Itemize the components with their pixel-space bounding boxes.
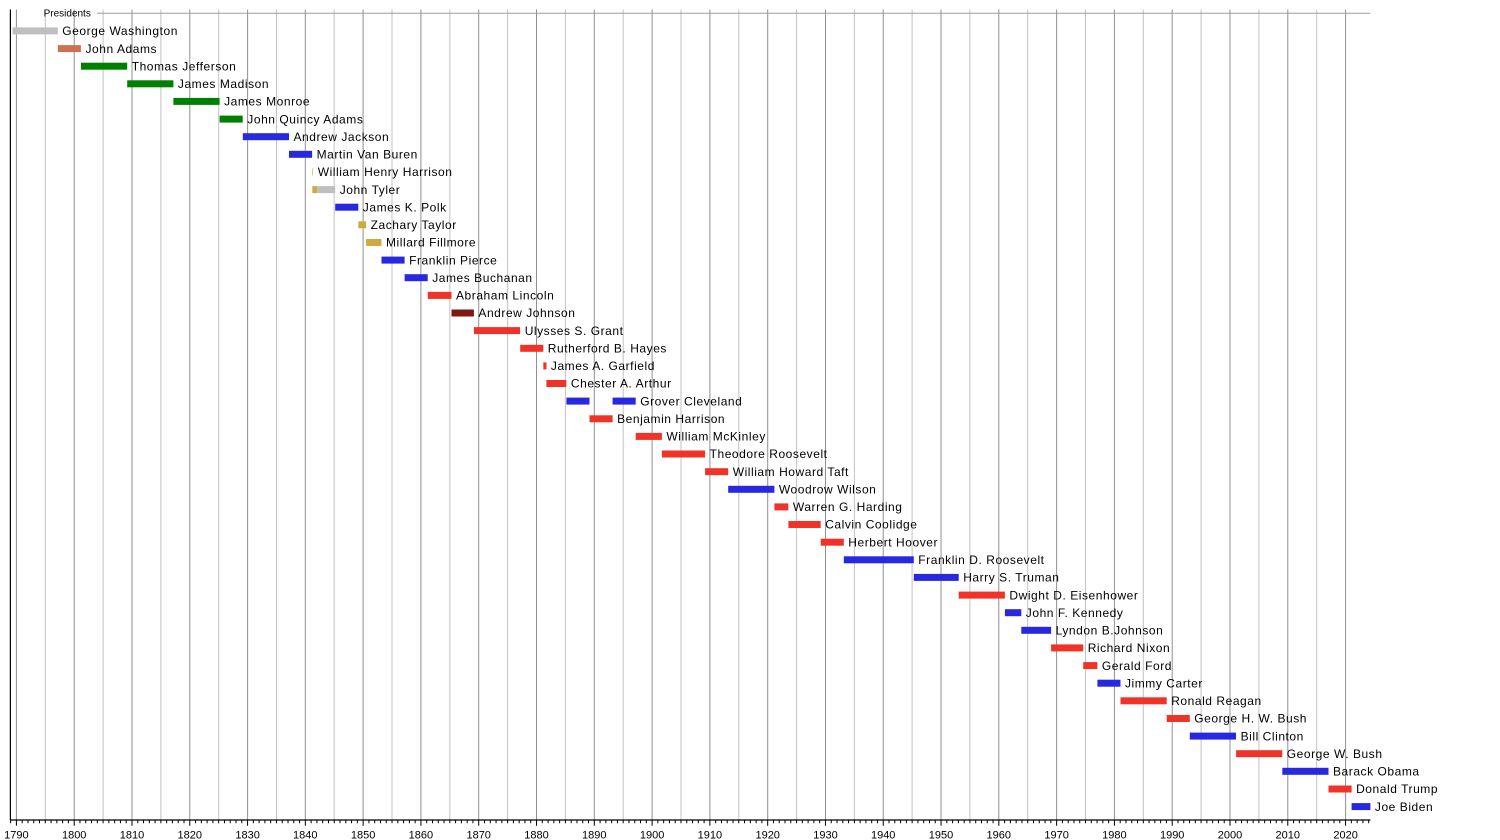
svg-text:1990: 1990	[1160, 830, 1184, 840]
svg-text:2010: 2010	[1276, 830, 1300, 840]
svg-text:1810: 1810	[120, 830, 144, 840]
svg-text:1860: 1860	[409, 830, 433, 840]
svg-text:1920: 1920	[755, 830, 779, 840]
svg-text:1950: 1950	[929, 830, 953, 840]
svg-text:Grover Cleveland: Grover Cleveland	[640, 394, 742, 408]
svg-text:Rutherford B. Hayes: Rutherford B. Hayes	[548, 342, 667, 356]
svg-text:Lyndon B.Johnson: Lyndon B.Johnson	[1056, 624, 1164, 638]
svg-text:George W. Bush: George W. Bush	[1287, 747, 1383, 761]
svg-text:Warren G. Harding: Warren G. Harding	[793, 500, 903, 514]
svg-text:1970: 1970	[1044, 830, 1068, 840]
svg-text:Presidents: Presidents	[44, 8, 91, 19]
svg-text:1900: 1900	[640, 830, 664, 840]
svg-text:1930: 1930	[813, 830, 837, 840]
svg-text:Bill Clinton: Bill Clinton	[1241, 729, 1304, 743]
svg-text:1830: 1830	[235, 830, 259, 840]
svg-text:Thomas Jefferson: Thomas Jefferson	[132, 59, 237, 73]
svg-text:George H. W. Bush: George H. W. Bush	[1194, 712, 1307, 726]
svg-text:Abraham Lincoln: Abraham Lincoln	[456, 289, 554, 303]
svg-text:1850: 1850	[351, 830, 375, 840]
svg-text:1960: 1960	[987, 830, 1011, 840]
svg-text:William Howard Taft: William Howard Taft	[733, 465, 849, 479]
svg-text:1890: 1890	[582, 830, 606, 840]
svg-text:William Henry Harrison: William Henry Harrison	[318, 165, 453, 179]
svg-text:Zachary Taylor: Zachary Taylor	[371, 218, 457, 232]
svg-text:Millard Fillmore: Millard Fillmore	[386, 236, 476, 250]
svg-text:James Monroe: James Monroe	[224, 95, 310, 109]
svg-text:1980: 1980	[1102, 830, 1126, 840]
svg-text:Gerald Ford: Gerald Ford	[1102, 659, 1172, 673]
svg-text:Ulysses S. Grant: Ulysses S. Grant	[525, 324, 624, 338]
svg-text:John Tyler: John Tyler	[340, 183, 401, 197]
svg-text:Donald Trump: Donald Trump	[1356, 782, 1438, 796]
svg-text:James Buchanan: James Buchanan	[432, 271, 532, 285]
svg-text:George Washington: George Washington	[62, 24, 178, 38]
svg-text:James A. Garfield: James A. Garfield	[551, 359, 655, 373]
svg-text:Joe Biden: Joe Biden	[1375, 800, 1433, 814]
svg-text:Chester A. Arthur: Chester A. Arthur	[571, 377, 672, 391]
svg-text:James K. Polk: James K. Polk	[363, 200, 447, 214]
svg-text:1800: 1800	[62, 830, 86, 840]
svg-text:Theodore Roosevelt: Theodore Roosevelt	[710, 447, 828, 461]
svg-text:Dwight D. Eisenhower: Dwight D. Eisenhower	[1009, 588, 1138, 602]
svg-text:John Adams: John Adams	[86, 42, 158, 56]
svg-text:Calvin Coolidge: Calvin Coolidge	[825, 518, 917, 532]
svg-text:1820: 1820	[178, 830, 202, 840]
svg-text:1840: 1840	[293, 830, 317, 840]
svg-text:Herbert Hoover: Herbert Hoover	[848, 535, 938, 549]
svg-text:2020: 2020	[1333, 830, 1357, 840]
svg-text:Andrew Jackson: Andrew Jackson	[294, 130, 390, 144]
svg-text:Woodrow Wilson: Woodrow Wilson	[779, 483, 877, 497]
svg-text:Benjamin Harrison: Benjamin Harrison	[617, 412, 725, 426]
svg-text:James Madison: James Madison	[178, 77, 269, 91]
svg-text:1790: 1790	[4, 830, 28, 840]
svg-text:John Quincy Adams: John Quincy Adams	[247, 112, 363, 126]
svg-text:1910: 1910	[698, 830, 722, 840]
svg-text:1870: 1870	[466, 830, 490, 840]
svg-text:Jimmy Carter: Jimmy Carter	[1125, 676, 1203, 690]
svg-text:Franklin D. Roosevelt: Franklin D. Roosevelt	[918, 553, 1044, 567]
svg-text:Franklin Pierce: Franklin Pierce	[409, 253, 497, 267]
svg-text:Harry S. Truman: Harry S. Truman	[963, 571, 1059, 585]
svg-text:1940: 1940	[871, 830, 895, 840]
svg-text:1880: 1880	[524, 830, 548, 840]
svg-text:William McKinley: William McKinley	[666, 430, 765, 444]
svg-text:John F. Kennedy: John F. Kennedy	[1026, 606, 1124, 620]
svg-text:Andrew Johnson: Andrew Johnson	[478, 306, 575, 320]
svg-text:Ronald Reagan: Ronald Reagan	[1171, 694, 1262, 708]
svg-text:2000: 2000	[1218, 830, 1242, 840]
svg-text:Barack Obama: Barack Obama	[1333, 765, 1420, 779]
svg-text:Martin Van Buren: Martin Van Buren	[317, 148, 418, 162]
svg-text:Richard Nixon: Richard Nixon	[1088, 641, 1171, 655]
